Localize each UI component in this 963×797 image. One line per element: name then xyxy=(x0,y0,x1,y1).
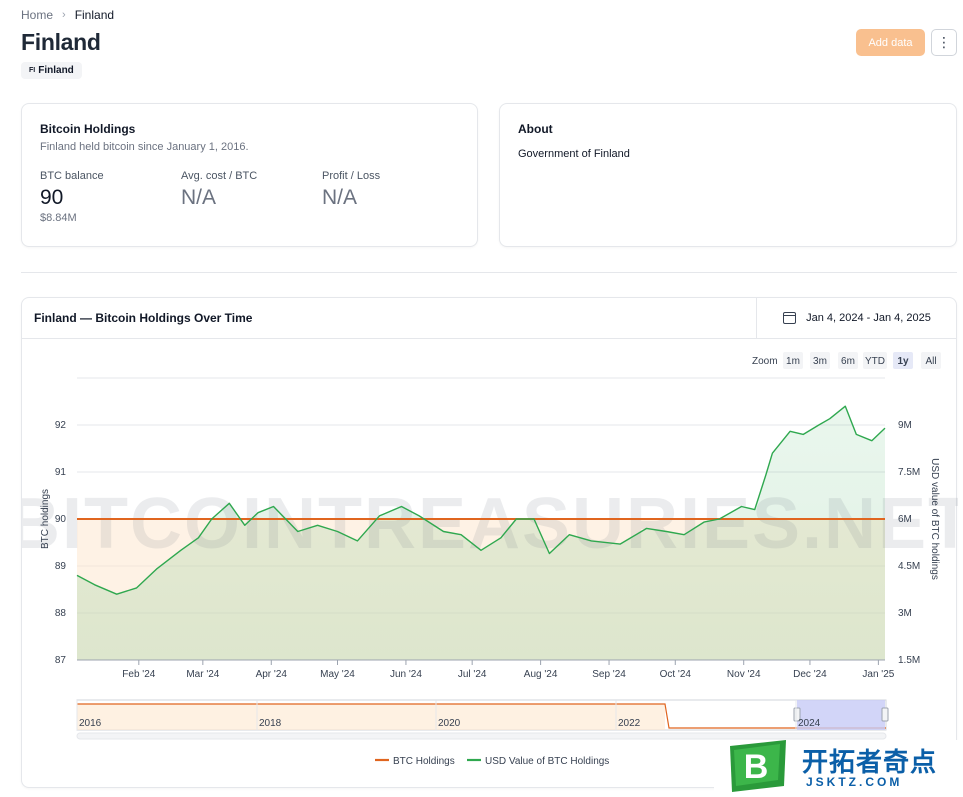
navigator-selection[interactable] xyxy=(797,700,885,730)
x-tick-label: Mar '24 xyxy=(186,669,219,680)
btc-balance-value: 90 xyxy=(40,186,64,209)
country-badge-label: Finland xyxy=(38,65,74,76)
profit-loss-label: Profit / Loss xyxy=(322,170,381,182)
x-tick-label: Jul '24 xyxy=(458,669,487,680)
avg-cost-label: Avg. cost / BTC xyxy=(181,170,258,182)
x-tick-label: Aug '24 xyxy=(524,669,558,680)
logo-b-icon: B xyxy=(730,740,786,792)
navigator-scrollbar[interactable] xyxy=(76,732,887,740)
x-tick-label: Nov '24 xyxy=(727,669,761,680)
date-range-label: Jan 4, 2024 - Jan 4, 2025 xyxy=(806,312,931,324)
zoom-button-label: YTD xyxy=(865,356,885,367)
zoom-button-1y[interactable] xyxy=(893,352,913,369)
y2-tick-label: 7.5M xyxy=(898,467,920,478)
y-tick-label: 90 xyxy=(55,514,67,525)
breadcrumb-home-link[interactable]: Home xyxy=(21,8,54,22)
btc-balance-label: BTC balance xyxy=(40,170,104,182)
breadcrumb: Home › Finland xyxy=(21,8,114,22)
chart-header-divider xyxy=(22,338,956,339)
y2-tick-label: 1.5M xyxy=(898,655,920,666)
chart-watermark: BITCOINTREASURIES.NET xyxy=(22,484,958,564)
navigator-year-label: 2020 xyxy=(438,718,461,729)
x-tick-label: Feb '24 xyxy=(122,669,155,680)
y-axis-title: BTC holdings xyxy=(40,489,51,549)
zoom-button-ytd[interactable] xyxy=(863,352,887,369)
y-tick-label: 91 xyxy=(55,467,67,478)
add-data-button[interactable]: Add data xyxy=(856,29,925,56)
flag-icon: FI xyxy=(29,67,36,74)
y-tick-label: 88 xyxy=(55,608,67,619)
x-tick-label: Sep '24 xyxy=(592,669,626,680)
svg-text:B: B xyxy=(744,748,769,786)
holdings-chart-card: Finland — Bitcoin Holdings Over Time Jan… xyxy=(21,297,958,788)
holdings-card-title: Bitcoin Holdings xyxy=(40,122,136,136)
x-tick-label: Jun '24 xyxy=(390,669,422,680)
more-options-button[interactable]: ⋮ xyxy=(931,29,957,56)
zoom-button-label: 3m xyxy=(813,356,827,367)
y2-tick-label: 3M xyxy=(898,608,912,619)
y-tick-label: 92 xyxy=(55,420,67,431)
date-range-picker[interactable]: Jan 4, 2024 - Jan 4, 2025 xyxy=(756,298,957,338)
usd-value-line xyxy=(76,405,886,595)
chart-title: Finland — Bitcoin Holdings Over Time xyxy=(34,311,253,325)
site-logo-watermark: B 开拓者奇点 JSKTZ.COM xyxy=(714,740,963,797)
profit-loss-value: N/A xyxy=(322,186,358,209)
zoom-button-1m[interactable] xyxy=(783,352,803,369)
zoom-button-label: 1y xyxy=(897,356,909,367)
btc-balance-usd: $8.84M xyxy=(40,212,77,224)
calendar-icon xyxy=(783,312,797,324)
bitcoin-holdings-card: Bitcoin Holdings Finland held bitcoin si… xyxy=(21,103,478,247)
x-tick-label: Dec '24 xyxy=(793,669,827,680)
usd-value-area xyxy=(77,406,885,660)
navigator-handle[interactable] xyxy=(881,707,889,722)
x-tick-label: Jan '25 xyxy=(862,669,894,680)
chevron-right-icon: › xyxy=(62,9,66,21)
navigator-year-label: 2024 xyxy=(798,718,821,729)
navigator-year-label: 2022 xyxy=(618,718,641,729)
navigator-area xyxy=(77,704,665,730)
zoom-button-label: All xyxy=(925,356,936,367)
avg-cost-stat: Avg. cost / BTC N/A xyxy=(181,170,257,210)
x-tick-label: Apr '24 xyxy=(256,669,288,680)
more-vertical-icon: ⋮ xyxy=(937,34,951,50)
section-divider xyxy=(21,272,957,273)
y2-tick-label: 4.5M xyxy=(898,561,920,572)
page-title: Finland xyxy=(21,29,101,55)
y-tick-label: 87 xyxy=(55,655,67,666)
about-card-text: Government of Finland xyxy=(518,148,630,160)
logo-url: JSKTZ.COM xyxy=(806,775,903,789)
x-tick-label: Oct '24 xyxy=(660,669,692,680)
holdings-card-subtitle: Finland held bitcoin since January 1, 20… xyxy=(40,141,249,153)
y2-tick-label: 6M xyxy=(898,514,912,525)
holdings-chart: BITCOINTREASURIES.NET 87 88 89 90 91 92 1.5M 3M 4… xyxy=(22,352,958,767)
navigator-year-label: 2018 xyxy=(259,718,282,729)
country-badge: FI Finland xyxy=(21,62,82,79)
legend-item[interactable]: USD Value of BTC Holdings xyxy=(485,756,609,767)
zoom-button-all[interactable] xyxy=(921,352,941,369)
profit-loss-stat: Profit / Loss N/A xyxy=(322,170,380,210)
zoom-label: Zoom xyxy=(752,356,778,367)
breadcrumb-current: Finland xyxy=(74,8,115,22)
zoom-button-6m[interactable] xyxy=(838,352,858,369)
logo-text: 开拓者奇点 xyxy=(802,747,938,777)
about-card-title: About xyxy=(518,122,553,136)
zoom-button-label: 1m xyxy=(786,356,800,367)
navigator-line xyxy=(77,703,886,729)
avg-cost-value: N/A xyxy=(181,186,217,209)
about-card: About Government of Finland xyxy=(499,103,957,247)
zoom-button-label: 6m xyxy=(841,356,855,367)
btc-balance-stat: BTC balance 90 $8.84M xyxy=(40,170,104,224)
navigator-year-label: 2016 xyxy=(79,718,102,729)
y2-tick-label: 9M xyxy=(898,420,912,431)
y2-axis-title: USD value of BTC holdings xyxy=(929,458,940,580)
zoom-button-3m[interactable] xyxy=(810,352,830,369)
legend-item[interactable]: BTC Holdings xyxy=(393,756,455,767)
y-tick-label: 89 xyxy=(55,561,67,572)
x-tick-label: May '24 xyxy=(320,669,355,680)
